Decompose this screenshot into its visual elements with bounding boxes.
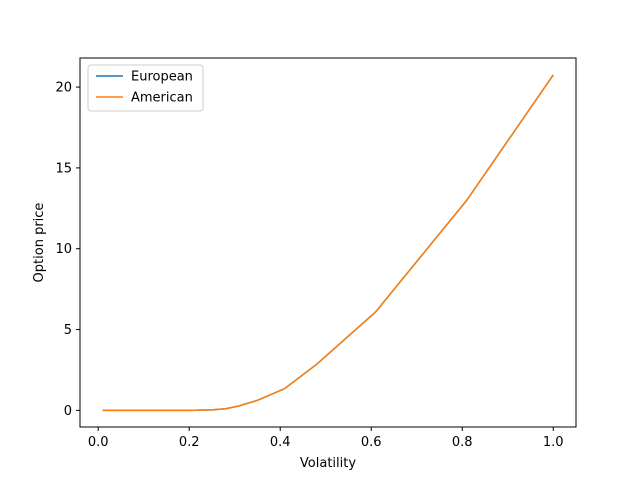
x-tick-label: 0.0 (88, 435, 109, 450)
x-axis-label: Volatility (300, 456, 356, 471)
y-tick-label: 15 (55, 161, 72, 176)
legend-label-european: European (131, 70, 193, 85)
legend: European American (87, 64, 204, 112)
x-tick-label: 0.6 (361, 435, 382, 450)
x-tick-label: 0.4 (270, 435, 291, 450)
plot-area (80, 58, 576, 427)
y-tick-label: 10 (55, 242, 72, 257)
x-tick-label: 1.0 (543, 435, 564, 450)
y-axis: 0 5 10 15 20 (55, 81, 80, 419)
y-axis-label: Option price (32, 203, 47, 283)
legend-label-american: American (131, 91, 193, 106)
y-tick-label: 5 (64, 323, 72, 338)
series-layer (102, 74, 554, 412)
x-tick-label: 0.2 (179, 435, 200, 450)
plot-frame (79, 57, 577, 428)
y-tick-label: 0 (64, 404, 72, 419)
x-axis: 0.0 0.2 0.4 0.6 0.8 1.0 (88, 427, 564, 450)
y-tick-label: 20 (55, 81, 72, 96)
x-tick-label: 0.8 (452, 435, 473, 450)
series-line-american (102, 74, 554, 412)
